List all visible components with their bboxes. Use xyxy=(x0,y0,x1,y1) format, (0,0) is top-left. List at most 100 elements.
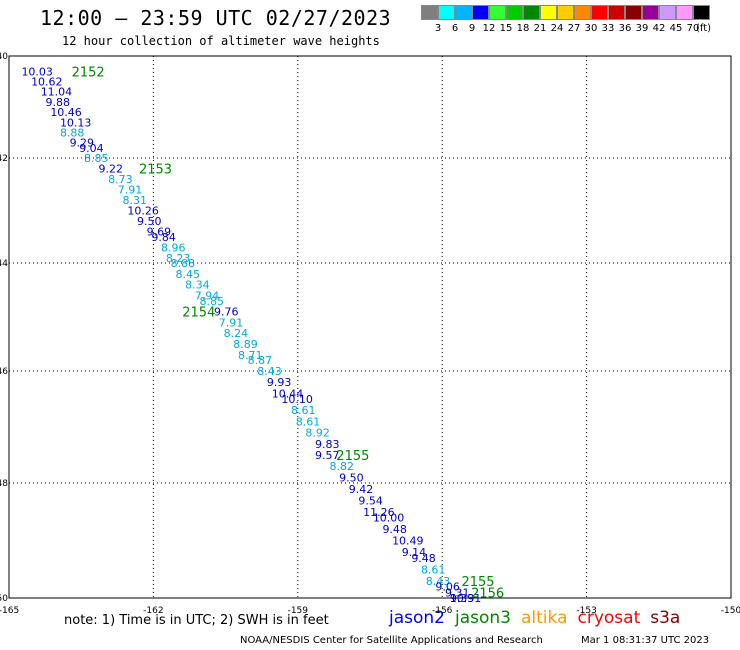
wave-height-label: 11.04 xyxy=(41,86,72,99)
colorbar-tick-label: 30 xyxy=(584,23,598,34)
wave-height-label: 10.03 xyxy=(21,65,53,78)
colorbar-tick-label: 9 xyxy=(468,23,476,34)
track-number: 2156 xyxy=(471,586,504,601)
lat-tick-label: -46 xyxy=(0,367,8,377)
wave-height-label: 8.34 xyxy=(185,279,210,292)
map-frame xyxy=(8,55,732,599)
lat-tick-label: -42 xyxy=(0,154,8,164)
track-number: 2153 xyxy=(139,163,172,178)
colorbar-swatch xyxy=(676,5,693,20)
wave-height-label: 10.10 xyxy=(281,393,313,406)
footer-credit: NOAA/NESDIS Center for Satellite Applica… xyxy=(240,635,543,646)
colorbar-swatch xyxy=(557,5,574,20)
wave-height-label: 9.42 xyxy=(349,483,374,496)
colorbar-swatch xyxy=(472,5,489,20)
wave-height-label: 10.49 xyxy=(392,535,424,548)
track-number: 2155 xyxy=(461,575,494,590)
lon-tick-label: -153 xyxy=(576,606,596,616)
wave-height-label: 10.26 xyxy=(127,205,159,218)
wave-height-label: 8.96 xyxy=(161,241,186,254)
colorbar-swatch xyxy=(591,5,608,20)
wave-height-label: 8.61 xyxy=(296,415,321,428)
colorbar-tick-label: 33 xyxy=(601,23,615,34)
wave-height-label: 8.82 xyxy=(329,460,354,473)
track-number: 2155 xyxy=(336,449,369,464)
colorbar-swatch xyxy=(540,5,557,20)
legend-item-altika: altika xyxy=(521,608,568,628)
wave-height-label: 8.61 xyxy=(421,563,446,576)
lon-tick-label: -150 xyxy=(721,606,740,616)
colorbar-swatch xyxy=(455,5,472,20)
colorbar-swatch xyxy=(421,5,438,20)
colorbar-swatch xyxy=(659,5,676,20)
legend-item-cryosat: cryosat xyxy=(577,608,641,628)
wave-height-label: 8.43 xyxy=(257,365,282,378)
wave-height-label: 9.93 xyxy=(267,376,292,389)
wave-height-label: 8.45 xyxy=(175,268,200,281)
colorbar-tick-label: 36 xyxy=(618,23,632,34)
lon-tick-label: -159 xyxy=(288,606,309,616)
wave-height-label: 9.29 xyxy=(70,137,95,150)
track-number: 2152 xyxy=(72,65,105,80)
colorbar-swatch xyxy=(438,5,455,20)
wave-height-label: 10.13 xyxy=(60,116,92,129)
wave-height-label: 9.48 xyxy=(382,523,407,536)
wave-height-label: 8.73 xyxy=(108,173,133,186)
lat-tick-label: -44 xyxy=(0,259,8,269)
wave-height-label: 8.92 xyxy=(305,427,330,440)
map-subtitle: 12 hour collection of altimeter wave hei… xyxy=(62,34,380,48)
wave-height-label: 10.31 xyxy=(450,592,482,605)
wave-height-label: 8.87 xyxy=(248,354,273,367)
wave-height-label: 8.43 xyxy=(426,575,451,588)
map-title: 12:00 — 23:59 UTC 02/27/2023 xyxy=(40,6,392,30)
colorbar-swatch xyxy=(625,5,642,20)
wave-height-label: 9.88 xyxy=(46,96,71,109)
footer-timestamp: Mar 1 08:31:37 UTC 2023 xyxy=(581,635,710,646)
wave-height-label: 8.89 xyxy=(233,338,258,351)
colorbar-tick-label: 15 xyxy=(499,23,513,34)
colorbar-swatch xyxy=(608,5,625,20)
lon-tick-label: -162 xyxy=(143,606,163,616)
colorbar-tick-label: 45 xyxy=(669,23,683,34)
wave-height-label: 10.46 xyxy=(50,106,82,119)
wave-height-label: 7.91 xyxy=(118,184,143,197)
wave-height-label: 9.48 xyxy=(411,552,436,565)
lon-tick-label: -156 xyxy=(432,606,453,616)
colorbar-swatch xyxy=(489,5,506,20)
wave-height-label: 8.24 xyxy=(224,327,249,340)
colorbar-swatch xyxy=(574,5,591,20)
wave-height-label: 9.84 xyxy=(151,231,176,244)
wave-height-label: 8.23 xyxy=(166,252,191,265)
colorbar-tick-label: 6 xyxy=(451,23,459,34)
colorbar-tick-label: 18 xyxy=(516,23,530,34)
wave-height-label: 9.50 xyxy=(137,215,162,228)
wave-height-label: 7.91 xyxy=(219,316,244,329)
wave-height-label: 9.06 xyxy=(435,581,460,594)
colorbar-tick-label: 24 xyxy=(550,23,564,34)
colorbar-swatch xyxy=(642,5,659,20)
colorbar-unit: (ft) xyxy=(696,23,712,34)
wave-height-label: 9.39 xyxy=(450,592,475,605)
wave-height-label: 9.14 xyxy=(402,546,427,559)
footer-note: note: 1) Time is in UTC; 2) SWH is in fe… xyxy=(64,613,329,628)
wave-height-label: 7.94 xyxy=(195,289,220,302)
wave-height-label: 9.57 xyxy=(315,449,340,462)
wave-height-label: 10.44 xyxy=(272,387,304,400)
colorbar-tick-label: 3 xyxy=(434,23,442,34)
lat-tick-label: -50 xyxy=(0,594,8,604)
lon-tick-label: -165 xyxy=(0,606,19,616)
wave-height-label: 11.26 xyxy=(363,506,395,519)
wave-height-label: 9.69 xyxy=(147,226,172,239)
colorbar-swatch xyxy=(523,5,540,20)
lat-tick-label: -40 xyxy=(0,52,8,62)
wave-height-label: 8.88 xyxy=(60,127,85,140)
colorbar-tick-label: 21 xyxy=(533,23,547,34)
wave-height-label: 9.22 xyxy=(98,163,123,176)
map-grid xyxy=(9,56,731,598)
map-border xyxy=(8,55,732,599)
wave-height-label: 10.62 xyxy=(31,76,63,89)
wave-height-label: 9.83 xyxy=(315,438,340,451)
